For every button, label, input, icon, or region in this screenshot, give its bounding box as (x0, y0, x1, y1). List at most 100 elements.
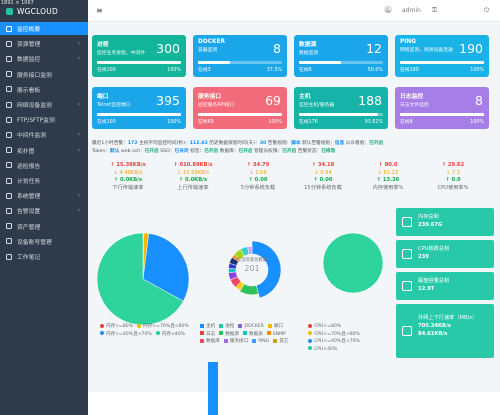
resource-card[interactable]: 日志监控 日志文件监控 8 在线8 100% (395, 87, 489, 129)
sidebar-item-icon (6, 177, 12, 184)
brand[interactable]: WGCLOUD (0, 4, 88, 19)
sidebar-item-label: 计划任务 (17, 179, 41, 186)
legend-item[interactable]: CPU>=80% (308, 323, 341, 331)
card-online-percent: 100% (470, 68, 484, 73)
tile-value: 239.67G (418, 222, 443, 228)
card-progress-bar (198, 113, 282, 116)
sidebar-item-6[interactable]: FTP/SFTP监测 (0, 113, 88, 126)
user-name[interactable]: admin (402, 7, 421, 14)
legend-item[interactable]: PING (252, 338, 269, 346)
legend-item[interactable]: 数据源 (219, 331, 239, 339)
sidebar-item-0[interactable]: 监控概要 (0, 22, 88, 36)
stat-max: ↑ 80.0 (378, 162, 398, 168)
sidebar-item-8[interactable]: 拓扑图 ‹ (0, 144, 88, 157)
card-progress-fill (299, 113, 378, 116)
legend-item[interactable]: CPU>=40%且<70% (308, 338, 360, 346)
legend-item[interactable]: 端口 (267, 323, 283, 331)
mute-icon[interactable]: 🔕︎ (384, 6, 393, 14)
card-title: 主机 (299, 94, 311, 100)
card-title: 日志监控 (400, 94, 424, 100)
sidebar-item-9[interactable]: 巡检报告 (0, 159, 88, 172)
legend-item[interactable]: SNMP (266, 331, 286, 339)
card-progress-bar (400, 61, 484, 64)
legend-swatch (219, 323, 224, 328)
card-progress-bar (400, 113, 484, 116)
legend-item[interactable]: 内存>=80% (100, 323, 133, 331)
legend-item[interactable]: 内存>=70%且<80% (137, 323, 189, 331)
info-segment: 标签： (188, 148, 205, 154)
summary-tile[interactable]: 外网上下行速率（MB/s） 705.34KB/s 84.61KB/s (396, 304, 494, 358)
legend-label: 内存>=70%且<80% (143, 324, 189, 329)
legend-item[interactable]: CPU<40% (308, 346, 337, 354)
sidebar-item-icon (6, 207, 12, 214)
sidebar-item-3[interactable]: 服务接口监测 (0, 68, 88, 81)
legend-item[interactable]: 内存<40% (155, 331, 185, 339)
info-segment: 脚本 (291, 141, 301, 146)
stat-min: ↑ 13.36 (376, 177, 400, 184)
legend-item[interactable]: 服务接口 (223, 338, 248, 346)
card-title: 端口 (97, 94, 109, 100)
card-title: DOCKER (198, 39, 225, 45)
sidebar-item-12[interactable]: 告警设置 ‹ (0, 204, 88, 217)
resource-card[interactable]: 数据源 数据监测 12 在线6 50.0% (294, 35, 388, 77)
info-segment: 已修改 (321, 148, 336, 154)
resource-donut-slice[interactable] (251, 240, 282, 299)
stat-min: ↑ 0.00 (313, 177, 333, 184)
legend-item[interactable]: CPU>=70%且<80% (308, 331, 360, 339)
resource-donut-slice[interactable] (247, 246, 253, 255)
sidebar-item-15[interactable]: 工作笔记 (0, 250, 88, 263)
sidebar-item-icon (6, 25, 12, 32)
menu-toggle-icon[interactable]: ≡ (96, 6, 103, 15)
stat-avg: ↓ 4.48KB/s (113, 169, 143, 176)
stat-label: 5分钟系统负载 (240, 184, 276, 191)
legend-item[interactable]: 进程 (219, 323, 234, 331)
resource-card[interactable]: DOCKER 容器监测 8 在线3 37.5% (193, 35, 287, 77)
sidebar-item-5[interactable]: 网络设备监测 ‹ (0, 98, 88, 111)
sidebar-item-14[interactable]: 设备账号管理 (0, 235, 88, 248)
resource-card[interactable]: 进程 监控业务进程，中间件 300 在线100 100% (92, 35, 186, 77)
resource-card[interactable]: 服务接口 监控服务API接口 69 在线69 100% (193, 87, 287, 129)
card-online-percent: 50.0% (367, 68, 383, 73)
sidebar-item-4[interactable]: 展示看板 (0, 83, 88, 96)
legend-item[interactable]: DOCKER (238, 323, 264, 331)
resource-card[interactable]: 端口 Telnet监控端口 395 在线100 100% (92, 87, 186, 129)
summary-tile[interactable]: CPU核数总和 239 (396, 240, 494, 268)
card-progress-bar (97, 113, 181, 116)
resource-donut-chart (228, 240, 282, 299)
legend-label: 数据源 (225, 331, 239, 337)
legend-item[interactable]: 内存>=40%且<70% (100, 331, 152, 339)
sidebar-item-10[interactable]: 计划任务 (0, 174, 88, 187)
legend-swatch (308, 338, 312, 343)
bottom-panel (88, 362, 500, 415)
sidebar-item-13[interactable]: 资产管理 (0, 220, 88, 233)
resource-card[interactable]: 主机 监控主机/服务器 188 在线176 93.61% (294, 87, 388, 129)
sidebar-item-11[interactable]: 系统管理 ‹ (0, 189, 88, 202)
legend-item[interactable]: 数据库 (200, 338, 220, 346)
card-online-count: 在线176 (299, 120, 318, 125)
legend-item[interactable]: 主机 (200, 323, 215, 331)
sidebar-item-icon (6, 71, 12, 78)
sidebar-item-icon (6, 116, 12, 123)
memory-pie-slice[interactable] (142, 233, 190, 302)
sidebar-item-1[interactable]: 资源管理 ‹ (0, 37, 88, 50)
summary-tile[interactable]: 磁盘容量总和 12.9T (396, 272, 494, 300)
key-icon[interactable]: ⚿ (432, 6, 437, 14)
card-title: PING (400, 39, 417, 45)
legend-item[interactable]: 其它 (273, 338, 289, 346)
legend-item[interactable]: 日志 (200, 331, 215, 339)
cpu-pie-slice[interactable] (322, 232, 384, 294)
sidebar-item-label: 数据监控 (17, 57, 41, 64)
resource-card[interactable]: PING 网络监测，探测设备连通 190 在线190 100% (395, 35, 489, 77)
bar-chart-bar (208, 362, 218, 415)
sidebar-item-2[interactable]: 数据监控 ‹ (0, 52, 88, 65)
sidebar-item-label: 服务接口监测 (17, 72, 52, 79)
info-segment: 已开启 (204, 148, 219, 154)
logout-icon[interactable]: ⏻ (484, 6, 490, 14)
legend-swatch (137, 323, 142, 328)
card-online-count: 在线100 (97, 120, 116, 125)
stat-min: ↑ 0.0KB/s (178, 177, 208, 184)
sidebar-item-7[interactable]: 中间件监测 ‹ (0, 128, 88, 141)
memory-pie-slice[interactable] (96, 232, 184, 326)
legend-item[interactable]: 数据表 (243, 331, 263, 339)
summary-tile[interactable]: 内存总和 239.67G (396, 208, 494, 236)
